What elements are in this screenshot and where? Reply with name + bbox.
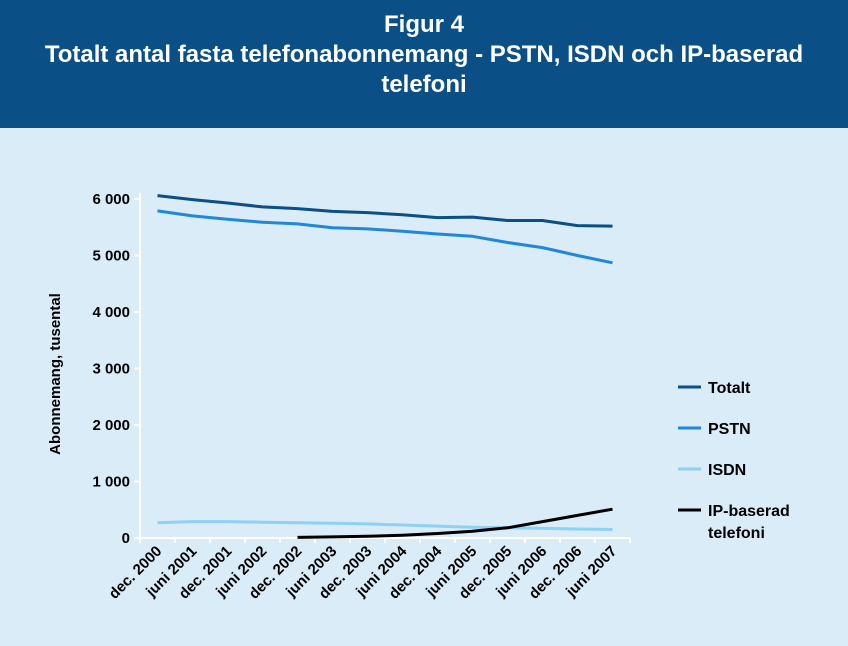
- y-tick-label: 4 000: [92, 304, 130, 321]
- legend-label: IP-baserad telefoni: [708, 503, 790, 542]
- legend-label: ISDN: [708, 462, 746, 479]
- y-tick-label: 0: [122, 530, 130, 547]
- y-tick-label: 2 000: [92, 417, 130, 434]
- y-tick-label: 6 000: [92, 191, 130, 208]
- figure-title: Figur 4: [383, 11, 464, 38]
- y-tick-label: 5 000: [92, 248, 130, 265]
- y-tick-label: 1 000: [92, 474, 130, 491]
- figure-header: Figur 4 Totalt antal fasta telefonabonne…: [0, 0, 848, 128]
- y-axis-label: Abonnemang, tusental: [47, 293, 64, 455]
- figure-subtitle: Totalt antal fasta telefonabonnemang - P…: [44, 41, 804, 98]
- series-line-isdn: [157, 520, 613, 531]
- y-tick-label: 3 000: [92, 361, 130, 378]
- series-line-ip-baserad-telefoni: [297, 507, 613, 539]
- legend-label: Totalt: [708, 380, 751, 397]
- series-line-totalt: [157, 194, 613, 228]
- series-line-pstn: [157, 209, 613, 265]
- legend-label: PSTN: [708, 421, 751, 438]
